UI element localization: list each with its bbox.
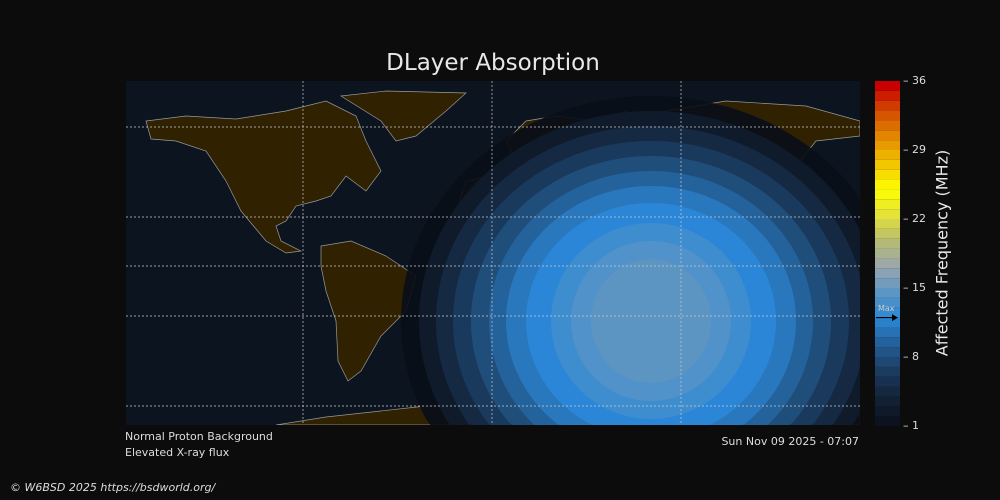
proton-status: Normal Proton Background [125,430,273,443]
colorbar-band [875,347,900,357]
tick-label: 36 [912,74,926,87]
tick-mark: – [903,350,912,363]
colorbar-band [875,199,900,210]
colorbar-band [875,110,900,121]
colorbar-band [875,406,900,417]
contour-level-10 [591,259,711,383]
colorbar-band [875,278,900,288]
colorbar-band [875,317,900,328]
colorbar-band [875,189,900,200]
colorbar-tick: – 8 [903,350,919,363]
colorbar-band [875,297,900,308]
colorbar-band [875,268,900,279]
colorbar-band [875,416,900,426]
copyright: © W6BSD 2025 https://bsdworld.org/ [10,481,216,494]
timestamp: Sun Nov 09 2025 - 07:07 [721,435,859,448]
colorbar-band [875,258,900,269]
colorbar-band [875,140,900,150]
colorbar-band [875,150,900,160]
gridlines [126,81,860,425]
colorbar-band [875,376,900,387]
colorbar-band [875,130,900,141]
colorbar [875,81,900,426]
tick-mark: – [903,74,912,87]
absorption-map [126,81,860,425]
greenland [339,90,467,142]
colorbar-band [875,81,900,91]
colorbar-band [875,357,900,367]
colorbar-band [875,179,900,190]
colorbar-band [875,366,900,377]
colorbar-band [875,90,900,101]
south-america [320,240,417,382]
xray-status: Elevated X-ray flux [125,446,230,459]
colorbar-band [875,288,900,298]
colorbar-band [875,238,900,249]
max-marker-label: Max [878,304,895,313]
chart-title: DLayer Absorption [386,50,600,76]
colorbar-tick: – 29 [903,143,926,156]
colorbar-label: Affected Frequency (MHz) [932,149,952,357]
tick-label: 15 [912,281,926,294]
colorbar-band [875,120,900,131]
colorbar-band [875,337,900,348]
colorbar-tick: – 36 [903,74,926,87]
colorbar-band [875,169,900,180]
colorbar-tick: – 22 [903,212,926,225]
colorbar-band [875,248,900,259]
tick-label: 22 [912,212,926,225]
tick-label: 29 [912,143,926,156]
tick-label: 8 [912,350,919,363]
max-marker-arrowhead [892,314,898,322]
tick-mark: – [903,143,912,156]
absorption-contours [401,96,860,425]
tick-mark: – [903,419,912,432]
colorbar-band [875,307,900,318]
colorbar-band [875,228,900,239]
colorbar-band [875,209,900,219]
tick-mark: – [903,281,912,294]
tick-mark: – [903,212,912,225]
north-america [145,100,382,254]
colorbar-tick: – 1 [903,419,919,432]
colorbar-tick: – 15 [903,281,926,294]
colorbar-band [875,386,900,397]
colorbar-band [875,159,900,170]
colorbar-band [875,327,900,338]
colorbar-band [875,396,900,407]
colorbar-band [875,100,900,111]
tick-label: 1 [912,419,919,432]
colorbar-band [875,219,900,229]
